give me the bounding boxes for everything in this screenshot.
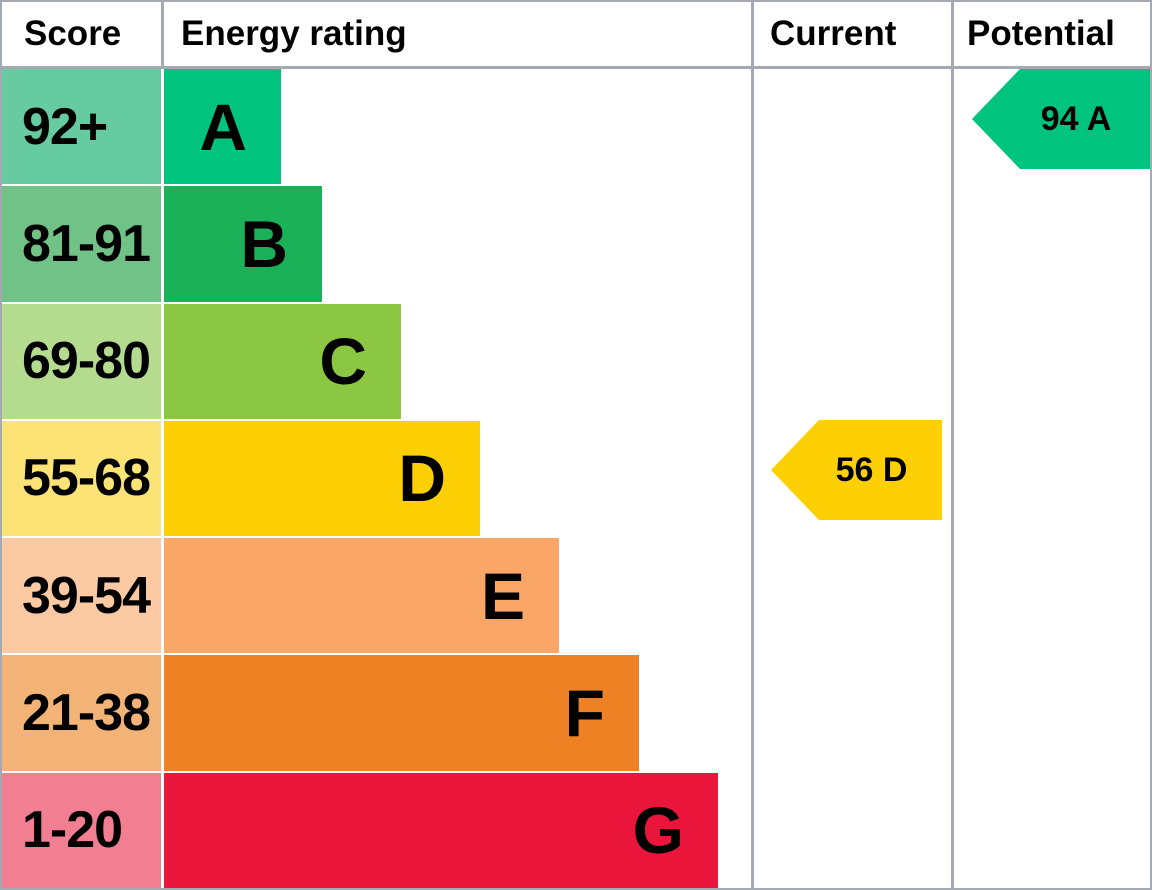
header-row: Score Energy rating Current Potential <box>2 2 1150 69</box>
potential-column-divider <box>951 2 954 888</box>
rating-letter: D <box>398 441 446 516</box>
header-potential-label: Potential <box>967 14 1115 53</box>
band-row-d: 55-68 D <box>2 420 1150 538</box>
score-range-cell: 55-68 <box>2 420 161 537</box>
score-range-cell: 81-91 <box>2 186 161 302</box>
rating-bar-b: B <box>164 186 322 302</box>
band-row-c: 69-80 C <box>2 303 1150 421</box>
header-energy-rating-cell: Energy rating <box>161 2 751 66</box>
score-range-label: 55-68 <box>22 449 151 508</box>
band-row-a: 92+ A <box>2 69 1150 186</box>
band-row-e: 39-54 E <box>2 538 1150 655</box>
score-range-label: 92+ <box>22 97 108 156</box>
rating-bar-c: C <box>164 303 401 419</box>
rating-bar-f: F <box>164 655 639 771</box>
score-range-cell: 39-54 <box>2 538 161 654</box>
header-energy-rating-label: Energy rating <box>181 14 407 53</box>
rating-bar-e: E <box>164 538 559 654</box>
band-rows: 92+ A 81-91 B 69-80 C 55-68 <box>2 69 1150 888</box>
score-range-cell: 1-20 <box>2 772 161 888</box>
rating-bar-a: A <box>164 69 281 185</box>
rating-letter: G <box>632 793 684 868</box>
rating-letter: E <box>480 558 525 633</box>
score-range-label: 21-38 <box>22 684 151 743</box>
header-current-label: Current <box>770 14 897 53</box>
current-column-divider <box>751 2 754 888</box>
rating-letter: A <box>199 89 247 164</box>
score-range-label: 69-80 <box>22 332 151 391</box>
rating-letter: C <box>319 324 367 399</box>
rating-letter: B <box>240 206 288 281</box>
score-range-label: 39-54 <box>22 566 151 625</box>
header-score-cell: Score <box>2 2 161 66</box>
score-range-label: 81-91 <box>22 214 151 273</box>
rating-bar-g: G <box>164 772 718 888</box>
rating-bar-d: D <box>164 420 480 537</box>
score-range-cell: 92+ <box>2 69 161 185</box>
header-score-label: Score <box>24 14 122 53</box>
rating-letter: F <box>564 676 605 751</box>
header-potential-cell: Potential <box>951 2 1150 66</box>
score-range-cell: 69-80 <box>2 303 161 419</box>
score-range-label: 1-20 <box>22 801 123 860</box>
current-rating-label: 56 D <box>835 450 908 489</box>
score-range-cell: 21-38 <box>2 655 161 771</box>
band-row-f: 21-38 F <box>2 655 1150 772</box>
band-row-b: 81-91 B <box>2 186 1150 303</box>
header-current-cell: Current <box>751 2 951 66</box>
potential-rating-label: 94 A <box>1040 99 1112 138</box>
band-row-g: 1-20 G <box>2 772 1150 888</box>
